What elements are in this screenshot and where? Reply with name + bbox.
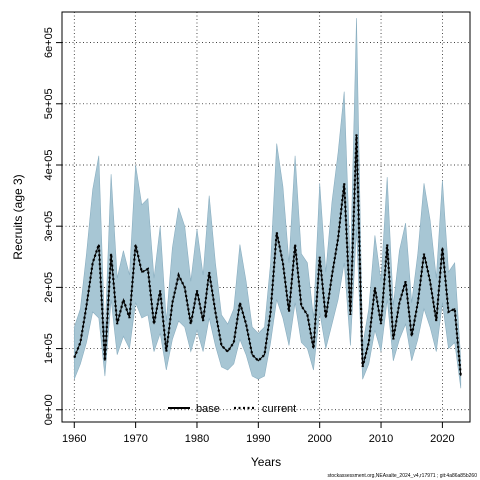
y-axis: 0e+00 1e+05 2e+05 3e+05 4e+05 5e+05 6e+05 <box>43 27 62 425</box>
x-tick-label: 1960 <box>62 433 86 445</box>
footer-note: stockassessment.org,NEAsalte_2024_v4,r17… <box>327 473 477 479</box>
series-line-layer <box>73 134 462 377</box>
y-axis-title: Recruits (age 3) <box>11 174 25 259</box>
confidence-band <box>74 18 462 389</box>
legend: base current <box>168 403 296 415</box>
x-tick-label: 1980 <box>185 433 209 445</box>
x-tick-label: 2000 <box>307 433 331 445</box>
series-line-current <box>73 134 462 377</box>
plot-frame <box>61 11 471 423</box>
y-tick-label: 5e+05 <box>43 88 55 119</box>
legend-label-base: base <box>196 403 220 415</box>
y-tick-label: 0e+00 <box>43 394 55 425</box>
x-tick-label: 1990 <box>246 433 270 445</box>
legend-label-current: current <box>262 403 296 415</box>
x-axis: 1960 1970 1980 1990 2000 2010 2020 <box>62 422 455 445</box>
y-tick-label: 4e+05 <box>43 150 55 181</box>
x-tick-label: 2010 <box>369 433 393 445</box>
x-tick-label: 1970 <box>123 433 147 445</box>
y-tick-label: 2e+05 <box>43 272 55 303</box>
y-tick-label: 1e+05 <box>43 333 55 364</box>
x-tick-label: 2020 <box>430 433 454 445</box>
confidence-band-layer <box>74 18 462 389</box>
x-axis-title: Years <box>251 455 281 469</box>
y-tick-label: 3e+05 <box>43 211 55 242</box>
y-tick-label: 6e+05 <box>43 27 55 58</box>
